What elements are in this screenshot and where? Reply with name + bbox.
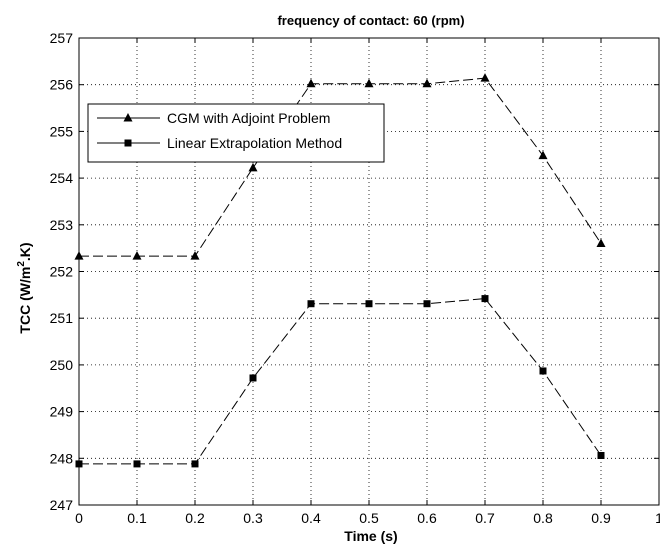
y-axis-label-prefix: TCC (W/m: [17, 267, 33, 334]
y-tick-label: 247: [50, 497, 74, 513]
data-point: [248, 162, 258, 172]
data-point: [133, 460, 141, 468]
y-tick-label: 249: [50, 404, 74, 420]
data-point: [539, 367, 547, 375]
data-point: [597, 451, 605, 459]
x-tick-label: 0.4: [301, 510, 321, 526]
x-tick-label: 0.5: [359, 510, 379, 526]
legend-box: [87, 103, 385, 163]
x-tick-label: 0.9: [591, 510, 611, 526]
y-tick-label: 248: [50, 450, 74, 466]
data-point: [365, 300, 373, 308]
x-tick-label: 1: [655, 510, 660, 526]
series-1: [74, 73, 606, 260]
y-axis-label-suffix: .K): [17, 242, 33, 261]
data-point: [307, 300, 315, 308]
data-point: [422, 78, 432, 88]
y-axis-tick-labels: 247 248 249 250 251 252 253 254 255 256 257: [50, 30, 74, 513]
data-point: [191, 460, 199, 468]
series-line: [79, 298, 602, 465]
data-point: [423, 300, 431, 308]
y-axis-label: TCC (W/m2.K): [16, 242, 33, 333]
y-tick-label: 251: [50, 310, 74, 326]
data-point: [306, 78, 316, 88]
y-tick-label: 254: [50, 170, 74, 186]
legend-label: Linear Extrapolation Method: [167, 135, 342, 151]
legend-square-marker: [124, 139, 132, 147]
axis-ticks: [78, 37, 660, 506]
x-tick-label: 0.8: [533, 510, 553, 526]
legend-label: CGM with Adjoint Problem: [167, 110, 330, 126]
legend-item-1: CGM with Adjoint Problem: [97, 110, 330, 126]
y-axis-label-superscript: 2: [16, 261, 27, 267]
data-point: [249, 374, 257, 382]
y-tick-label: 253: [50, 217, 74, 233]
y-tick-label: 250: [50, 357, 74, 373]
data-point: [132, 251, 142, 260]
legend-triangle-marker: [123, 113, 133, 122]
data-point: [364, 78, 374, 88]
data-point: [481, 295, 489, 303]
chart-title: frequency of contact: 60 (rpm): [277, 13, 464, 28]
x-tick-label: 0.6: [417, 510, 437, 526]
data-point: [480, 73, 490, 82]
y-tick-label: 255: [50, 123, 74, 139]
data-point: [190, 251, 200, 260]
legend-item-2: Linear Extrapolation Method: [97, 135, 342, 151]
x-tick-label: 0.7: [475, 510, 495, 526]
y-tick-label: 256: [50, 77, 74, 93]
series-layer: [74, 73, 606, 468]
x-tick-label: 0: [75, 510, 83, 526]
data-point: [74, 251, 84, 260]
series-line: [79, 77, 602, 257]
legend: CGM with Adjoint Problem Linear Extrapola…: [87, 103, 385, 163]
x-tick-label: 0.1: [127, 510, 147, 526]
data-point: [596, 238, 606, 247]
x-tick-label: 0.2: [185, 510, 205, 526]
data-point: [75, 460, 83, 468]
x-axis-tick-labels: 0 0.1 0.2 0.3 0.4 0.5 0.6 0.7 0.8 0.9 1: [75, 510, 660, 526]
x-tick-label: 0.3: [243, 510, 263, 526]
data-point: [538, 150, 548, 160]
y-tick-label: 257: [50, 30, 74, 46]
y-tick-label: 252: [50, 264, 74, 280]
series-2: [75, 295, 605, 468]
x-axis-label: Time (s): [344, 528, 397, 544]
